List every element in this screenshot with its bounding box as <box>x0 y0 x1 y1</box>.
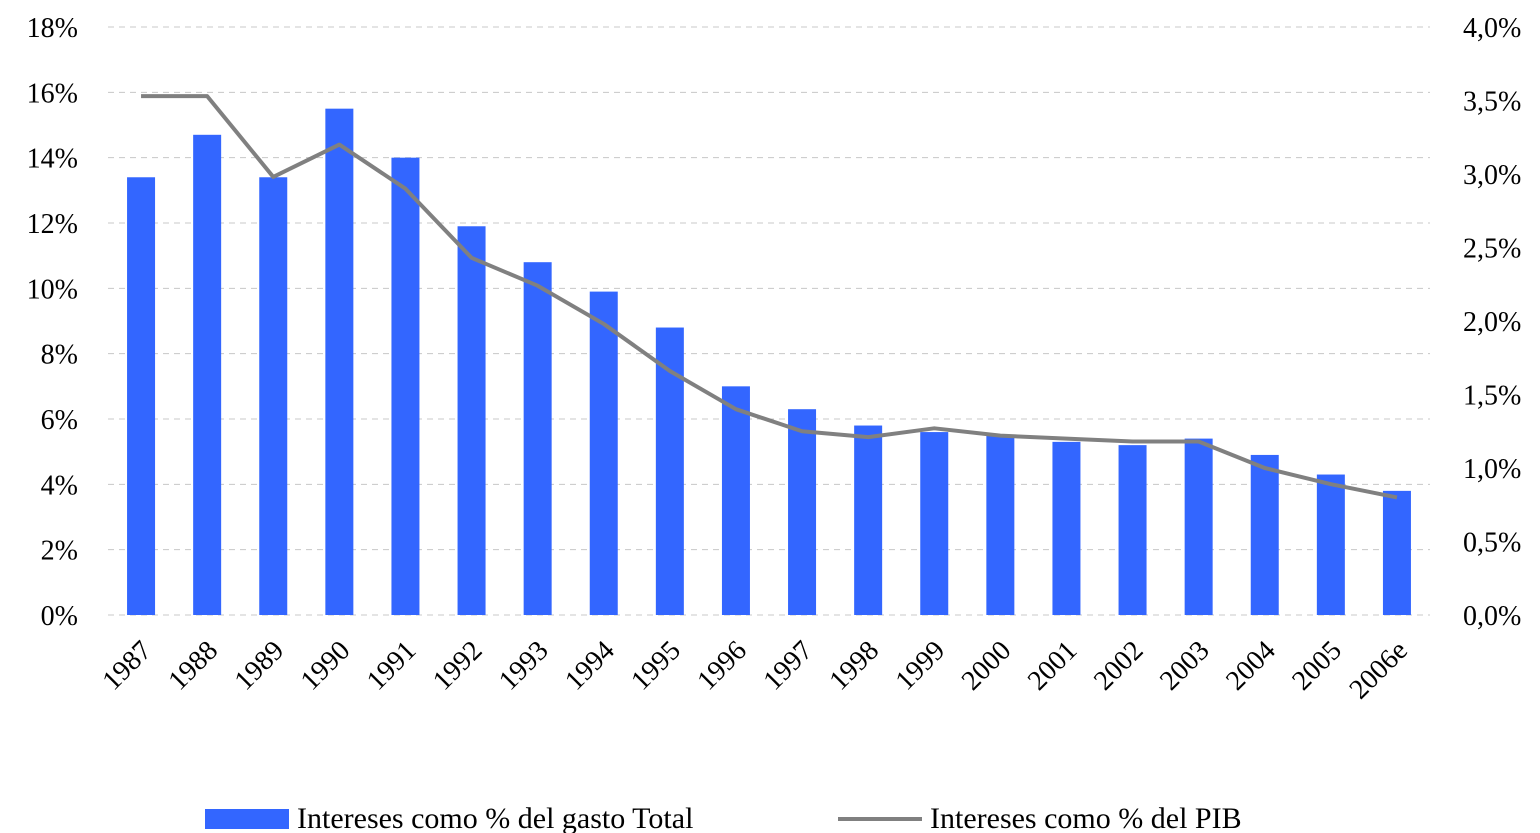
y-left-tick-label: 8% <box>41 340 78 371</box>
x-tick-label: 1994 <box>559 635 621 697</box>
y-left-tick-label: 14% <box>27 144 78 175</box>
x-tick-label: 2000 <box>956 635 1018 697</box>
legend-label-line: Intereses como % del PIB <box>930 802 1242 833</box>
y-left-tick-label: 10% <box>27 274 78 305</box>
x-tick-label: 2004 <box>1220 635 1282 697</box>
bar <box>1382 490 1411 615</box>
x-tick-label: 2002 <box>1088 635 1150 697</box>
x-tick-label: 1990 <box>295 635 357 697</box>
x-tick-label: 2005 <box>1286 635 1348 697</box>
y-axis-left: 0% 2% 4% 6% 8% 10% 12% 14% 16% 18% <box>27 13 78 632</box>
line-series <box>140 94 1398 500</box>
bar <box>1316 474 1345 615</box>
x-tick-label: 2006e <box>1344 635 1414 705</box>
x-tick-label: 1997 <box>757 635 819 697</box>
y-left-tick-label: 2% <box>41 536 78 567</box>
bar <box>1184 438 1213 615</box>
series-line <box>141 94 1398 500</box>
x-tick-label: 2001 <box>1022 635 1084 697</box>
bar <box>1250 454 1279 615</box>
y-right-tick-label: 1,5% <box>1463 381 1521 412</box>
bar <box>325 108 354 616</box>
y-left-tick-label: 18% <box>27 13 78 44</box>
bar <box>1052 441 1081 615</box>
y-left-tick-label: 4% <box>41 470 78 501</box>
x-tick-label: 1991 <box>361 635 423 697</box>
bar <box>854 425 883 615</box>
grid-lines <box>108 26 1430 616</box>
bar <box>920 432 949 615</box>
bar <box>259 177 288 615</box>
x-tick-label: 1988 <box>163 635 225 697</box>
y-right-tick-label: 0,0% <box>1463 601 1521 632</box>
x-tick-label: 1992 <box>427 635 489 697</box>
y-left-tick-label: 16% <box>27 78 78 109</box>
bar <box>589 291 618 615</box>
y-left-tick-label: 12% <box>27 209 78 240</box>
y-right-tick-label: 0,5% <box>1463 528 1521 559</box>
bar <box>391 157 420 615</box>
bar <box>721 386 750 615</box>
bar <box>523 262 552 615</box>
y-left-tick-label: 6% <box>41 405 78 436</box>
x-tick-label: 2003 <box>1154 635 1216 697</box>
x-tick-label: 1987 <box>96 635 158 697</box>
legend-swatch-bar <box>205 809 289 829</box>
x-axis: 1987 1988 1989 1990 1991 1992 1993 1994 1995 1996… <box>96 635 1413 705</box>
x-tick-label: 1993 <box>493 635 555 697</box>
bar <box>1118 445 1147 615</box>
y-right-tick-label: 2,5% <box>1463 234 1521 265</box>
bar <box>986 435 1015 615</box>
x-tick-label: 1995 <box>625 635 687 697</box>
y-right-tick-label: 2,0% <box>1463 307 1521 338</box>
bar <box>788 409 817 615</box>
y-left-tick-label: 0% <box>41 601 78 632</box>
bar <box>127 177 156 615</box>
legend: Intereses como % del gasto Total Interes… <box>205 802 1242 833</box>
y-right-tick-label: 3,5% <box>1463 87 1521 118</box>
y-right-tick-label: 4,0% <box>1463 13 1521 44</box>
y-axis-right: 0,0% 0,5% 1,0% 1,5% 2,0% 2,5% 3,0% 3,5% 4,0% <box>1463 13 1521 632</box>
x-tick-label: 1998 <box>824 635 886 697</box>
bar <box>193 134 222 616</box>
x-tick-label: 1996 <box>691 635 753 697</box>
bar <box>457 226 486 615</box>
x-tick-label: 1999 <box>890 635 952 697</box>
y-right-tick-label: 3,0% <box>1463 160 1521 191</box>
x-tick-label: 1989 <box>229 635 291 697</box>
y-right-tick-label: 1,0% <box>1463 454 1521 485</box>
bar-series <box>127 108 1411 616</box>
legend-label-bar: Intereses como % del gasto Total <box>297 802 693 833</box>
